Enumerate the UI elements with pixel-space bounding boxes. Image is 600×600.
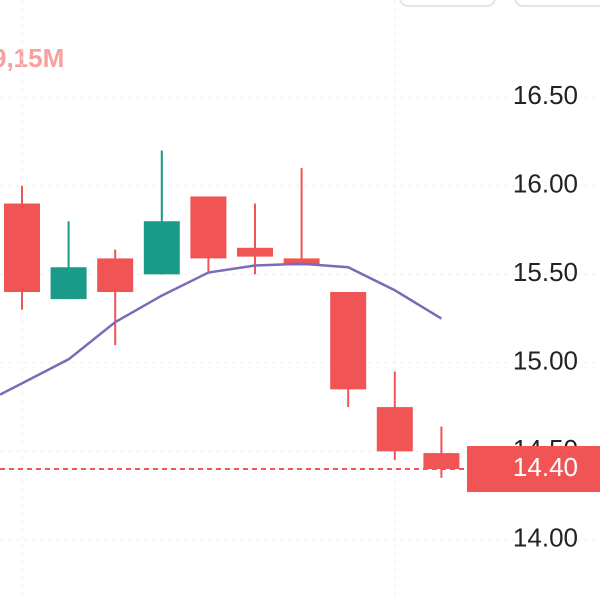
candle-body (423, 453, 460, 470)
moving-average-line (0, 262, 443, 396)
y-tick-label: 16.00 (513, 169, 578, 199)
button-outline (399, 0, 496, 7)
candle-body (50, 267, 87, 300)
last-price-box (467, 446, 600, 493)
candle-body (283, 258, 320, 266)
y-tick-label: 14.00 (513, 523, 578, 553)
button-outline (514, 0, 600, 7)
candle-body (376, 407, 413, 452)
y-tick-label: 15.50 (513, 257, 578, 287)
candle-body (330, 292, 367, 390)
candle-body (4, 203, 40, 293)
candle-body (190, 196, 227, 259)
last-price-label: 14.40 (513, 452, 578, 482)
y-tick-label: 16.50 (513, 80, 578, 110)
candle-body (237, 247, 273, 257)
y-tick-label: 15.00 (513, 346, 578, 376)
candle-body (97, 258, 134, 293)
candle-body (143, 221, 180, 275)
volume-label: 9,15M (0, 43, 64, 73)
